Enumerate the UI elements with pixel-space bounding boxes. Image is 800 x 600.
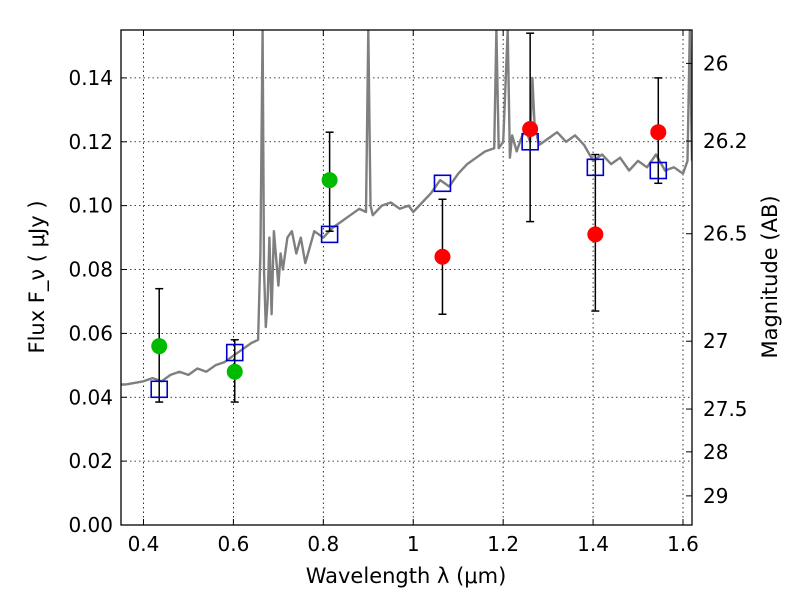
y-tick-label: 0.04 [68,385,113,409]
y-tick-label: 0.10 [68,194,113,218]
y-tick-label: 0.12 [68,130,113,154]
right-tick-label: 28 [703,440,728,464]
x-tick-label: 0.6 [217,532,249,556]
right-axis-title: Magnitude (AB) [758,195,782,358]
x-tick-label: 1.2 [487,532,519,556]
right-tick-label: 26.5 [703,222,748,246]
y-axis-title: Flux F_ν ( μJy ) [25,200,50,353]
spectrum-layer [121,30,692,386]
right-tick-label: 27 [703,329,728,353]
plot-frame [120,29,693,526]
x-tick-label: 0.8 [307,532,339,556]
observed-photometry-optical-point [151,338,168,355]
y-tick-labels: 0.00 0.02 0.04 0.06 0.08 0.10 0.12 0.14 [68,66,113,537]
right-tick-label: 26 [703,51,728,75]
observed-photometry-nir-point [587,226,604,243]
axis-ticks [121,30,692,526]
y-tick-label: 0.02 [68,449,113,473]
x-tick-label: 1.4 [577,532,609,556]
observed-photometry-nir-point [650,124,667,141]
x-tick-labels: 0.4 0.6 0.8 1 1.2 1.4 1.6 [128,532,699,556]
model-photometry-square [225,343,244,362]
observed-photometry-nir-point [434,248,451,265]
y-tick-label: 0.08 [68,258,113,282]
errorbars-layer [155,32,663,403]
x-tick-label: 1 [407,532,420,556]
model-photometry-square [586,158,605,177]
y-tick-label: 0.14 [68,66,113,90]
model-photometry-square [150,380,169,399]
model-photometry-square [433,174,452,193]
x-axis-title: Wavelength λ (μm) [306,564,507,588]
right-tick-label: 26.2 [703,129,748,153]
x-tick-label: 0.4 [128,532,160,556]
y-tick-label: 0.06 [68,321,113,345]
observed-photometry-optical-point [226,363,243,380]
right-tick-label: 27.5 [703,397,748,421]
observed-photometry-optical-point [321,172,338,189]
right-tick-label: 29 [703,484,728,508]
y-tick-label: 0.00 [68,513,113,537]
spectrum-line [121,30,692,386]
markers-layer [150,121,668,399]
right-tick-labels: 26 26.2 26.5 27 27.5 28 29 [703,51,748,507]
grid-lines [121,30,692,525]
x-tick-label: 1.6 [667,532,699,556]
model-photometry-square [320,225,339,244]
model-photometry-square [649,161,668,180]
observed-photometry-nir-point [522,121,539,137]
